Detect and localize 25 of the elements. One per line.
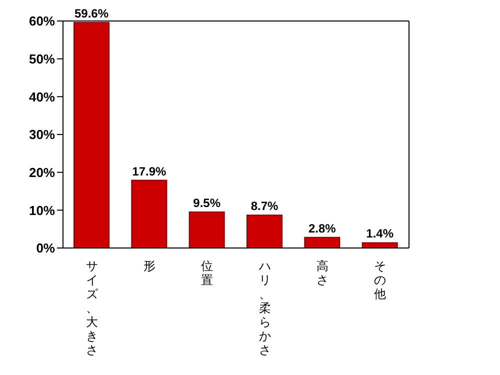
data-label: 8.7% (250, 199, 278, 214)
bar (304, 236, 340, 248)
y-tick-label: 50% (28, 51, 56, 66)
y-tick-label: 60% (28, 14, 56, 29)
x-tick-label: その他 (374, 259, 386, 301)
data-label: 1.4% (366, 226, 394, 241)
bar (188, 212, 225, 248)
x-tick-label: 形 (144, 259, 156, 273)
data-label: 2.8% (308, 221, 336, 236)
y-tick-label: 10% (28, 202, 56, 218)
x-tick-label: ハリ、柔らかさ (258, 259, 271, 357)
data-label: 9.5% (193, 196, 221, 210)
x-tick-label: サイズ、大きさ (86, 259, 99, 357)
bar (362, 242, 398, 248)
x-tick-label: 位置 (201, 259, 214, 287)
data-label: 59.6% (74, 6, 109, 21)
y-tick-label: 20% (28, 164, 56, 180)
y-tick-label: 0% (36, 240, 56, 256)
data-label: 17.9% (132, 164, 167, 178)
bar (246, 214, 282, 248)
y-tick-label: 30% (28, 127, 56, 142)
y-tick-label: 40% (28, 89, 56, 104)
bar (74, 22, 110, 248)
bar (131, 180, 168, 248)
x-tick-label: 高さ (316, 259, 328, 287)
